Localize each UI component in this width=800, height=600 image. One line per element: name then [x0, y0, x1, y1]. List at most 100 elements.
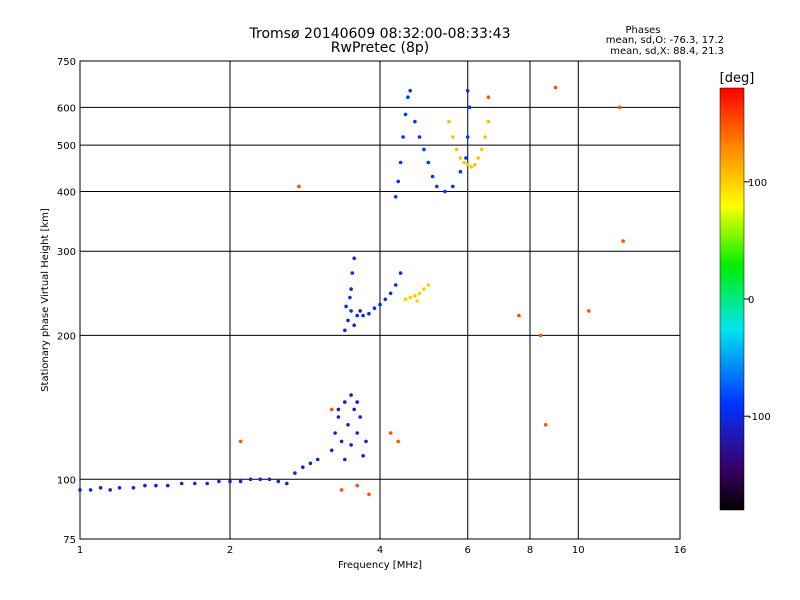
data-point [517, 313, 521, 318]
x-tick-label: 1 [77, 545, 83, 556]
data-point [336, 407, 341, 412]
data-point [401, 135, 405, 139]
data-point [88, 488, 93, 492]
data-point [355, 313, 360, 318]
data-point [308, 461, 313, 466]
data-point [285, 481, 289, 486]
data-points [78, 85, 625, 497]
data-point [350, 271, 355, 275]
data-point [315, 457, 320, 462]
data-point [348, 295, 352, 300]
data-point [143, 483, 147, 488]
y-tick-label: 500 [57, 141, 76, 152]
data-point [388, 431, 393, 435]
data-point [248, 477, 253, 482]
y-tick-label: 100 [57, 475, 76, 486]
data-point [430, 174, 435, 179]
data-point [393, 195, 398, 199]
x-tick-label: 10 [572, 545, 585, 556]
data-point [344, 304, 348, 309]
data-point [98, 486, 103, 490]
data-point [117, 486, 122, 490]
data-point [473, 162, 477, 167]
data-point [352, 323, 357, 328]
data-point [467, 105, 472, 110]
grid-lines [80, 61, 680, 539]
data-point [293, 471, 297, 475]
data-point [355, 431, 360, 435]
y-axis-ticks: 75 100 200 300 400 500 600 750 [57, 57, 76, 546]
data-point [458, 156, 463, 160]
data-point [349, 443, 353, 447]
y-tick-label: 750 [57, 57, 76, 68]
colorbar-tick-label: 0 [748, 295, 754, 306]
data-point [276, 479, 281, 484]
data-point [378, 302, 382, 307]
data-point [413, 294, 417, 298]
data-point [464, 156, 468, 160]
data-point [349, 287, 353, 291]
data-point [355, 400, 360, 404]
data-point [553, 85, 558, 90]
data-point [358, 309, 363, 313]
data-point [361, 454, 365, 458]
data-point [329, 407, 334, 412]
data-point [349, 393, 353, 397]
data-point [343, 328, 347, 333]
data-point [297, 184, 301, 189]
data-point [352, 256, 357, 261]
data-point [447, 119, 451, 124]
data-point [367, 311, 371, 316]
data-point [413, 119, 417, 124]
data-point [388, 291, 393, 296]
data-point [238, 439, 243, 444]
data-point [78, 488, 82, 492]
y-tick-label: 600 [57, 103, 76, 114]
data-point [228, 479, 232, 484]
data-point [154, 483, 158, 488]
data-point [329, 448, 334, 453]
data-point [165, 483, 170, 488]
data-point [451, 184, 455, 189]
data-point [339, 488, 344, 492]
x-tick-label: 2 [227, 545, 233, 556]
data-point [422, 147, 426, 152]
data-point [483, 135, 487, 139]
data-point [383, 297, 388, 302]
y-tick-label: 400 [57, 187, 76, 198]
data-point [458, 169, 463, 174]
data-point [417, 135, 422, 139]
data-point [422, 287, 426, 291]
data-point [486, 95, 491, 99]
data-point [617, 105, 622, 110]
data-point [403, 297, 408, 302]
data-point [372, 306, 377, 311]
data-point [621, 239, 625, 243]
data-point [352, 407, 357, 412]
phases-o-mode-stats: mean, sd,O: -76.3, 17.2 [606, 35, 724, 46]
data-point [361, 313, 365, 318]
phases-x-mode-stats: mean, sd,X: 88.4, 21.3 [610, 46, 724, 57]
data-point [465, 88, 470, 93]
data-point [479, 147, 484, 152]
colorbar-tick-label: 100 [748, 178, 767, 189]
data-point [415, 299, 420, 303]
data-point [465, 162, 470, 167]
colorbar [719, 87, 745, 511]
data-point [346, 423, 350, 427]
data-point [443, 189, 447, 194]
data-point [408, 295, 413, 300]
data-point [343, 400, 347, 404]
x-tick-label: 8 [527, 545, 533, 556]
data-point [398, 160, 403, 165]
data-point [355, 483, 360, 488]
x-tick-label: 6 [465, 545, 471, 556]
y-tick-label: 200 [57, 331, 76, 342]
data-point [336, 415, 341, 419]
x-axis-label: Frequency [MHz] [338, 560, 422, 571]
data-point [426, 283, 431, 287]
data-point [258, 477, 263, 482]
data-point [454, 147, 459, 152]
data-point [131, 486, 136, 490]
